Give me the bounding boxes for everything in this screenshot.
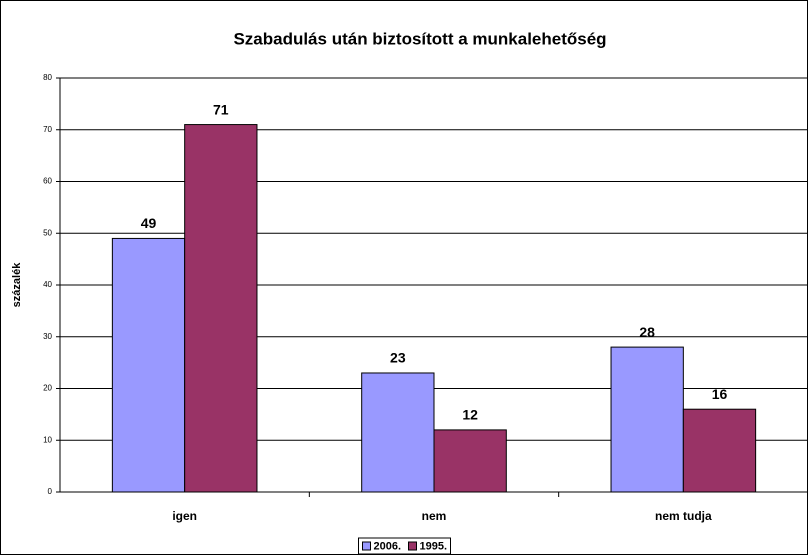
y-tick-label: 60 [43, 177, 52, 186]
data-label: 49 [141, 215, 157, 231]
data-label: 16 [712, 386, 728, 402]
legend-box [358, 537, 451, 555]
bar [433, 429, 507, 493]
bar [184, 124, 258, 493]
y-tick-label: 0 [48, 487, 53, 496]
legend-label: 1995. [420, 540, 448, 552]
data-label: 12 [462, 407, 478, 423]
y-tick-label: 10 [43, 435, 52, 444]
y-tick-label: 70 [43, 125, 52, 134]
y-tick-label: 80 [43, 73, 52, 82]
x-tick-label: nem [422, 509, 447, 523]
bar [361, 372, 435, 493]
bar [111, 237, 186, 493]
x-tick-label: nem tudja [655, 509, 712, 523]
data-label: 23 [390, 350, 406, 366]
y-tick-label: 20 [43, 384, 52, 393]
legend-swatch [362, 541, 371, 551]
x-tick-label: igen [172, 509, 197, 523]
bar [682, 408, 757, 493]
data-label: 71 [213, 101, 229, 117]
data-label: 28 [639, 324, 655, 340]
chart-title: Szabadulás után biztosított a munkalehet… [233, 29, 606, 48]
y-axis-label: százalék [11, 262, 23, 308]
y-tick-label: 40 [43, 280, 52, 289]
bar [610, 346, 684, 493]
legend-swatch [408, 541, 417, 551]
legend-label: 2006. [374, 540, 402, 552]
y-tick-label: 30 [43, 332, 52, 341]
y-tick-label: 50 [43, 228, 52, 237]
